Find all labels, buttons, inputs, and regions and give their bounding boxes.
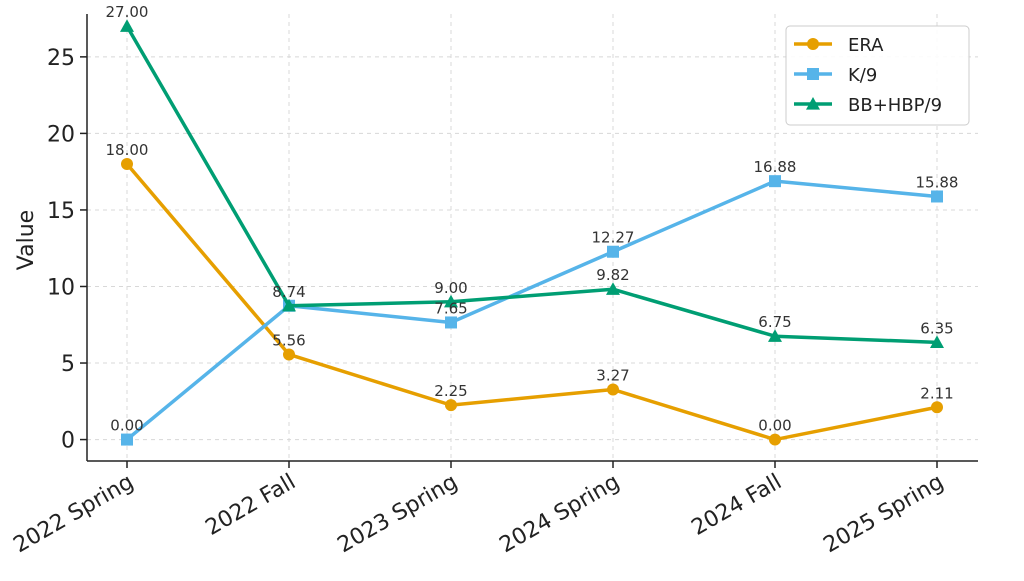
x-tick-label: 2022 Fall: [201, 470, 300, 541]
data-label: 0.00: [758, 417, 791, 435]
data-labels-layer: 18.00 5.56 2.25 3.27 0.00 2.11 0.00 8.74 7.65 12.…: [106, 3, 959, 434]
data-label: 6.75: [758, 313, 791, 331]
data-point: [931, 401, 943, 414]
data-point: [283, 348, 295, 361]
data-point: [931, 190, 943, 203]
y-tick-label: 20: [47, 122, 75, 147]
data-point: [607, 245, 619, 258]
legend: ERA K/9 BB+HBP/9: [785, 25, 970, 126]
y-tick-label: 25: [47, 46, 75, 71]
legend-entry: ERA: [848, 35, 884, 56]
legend-entry: BB+HBP/9: [848, 95, 942, 116]
data-point: [769, 175, 781, 188]
y-tick-label: 0: [61, 429, 75, 454]
data-point: [445, 316, 457, 329]
x-tick-label: 2022 Spring: [9, 470, 138, 559]
data-point: [121, 158, 133, 171]
y-tick-label: 15: [47, 199, 75, 224]
data-label: 2.25: [434, 382, 467, 400]
data-label: 27.00: [106, 3, 149, 21]
y-axis-label: Value: [14, 210, 39, 270]
legend-box: [785, 25, 970, 126]
data-label: 15.88: [916, 173, 959, 191]
legend-swatch-marker: [806, 97, 820, 110]
data-point: [282, 298, 296, 312]
data-point: [930, 335, 944, 348]
data-label: 16.88: [754, 158, 797, 176]
legend-entry: K/9: [848, 65, 877, 86]
axes-layer: [86, 14, 978, 462]
x-tick-label: 2024 Fall: [687, 470, 786, 541]
data-point: [606, 282, 620, 295]
y-tick-label: 5: [61, 352, 75, 377]
legend-swatch-marker: [807, 68, 819, 80]
series-layer: [120, 19, 944, 446]
data-label: 3.27: [596, 367, 629, 385]
x-tick-label: 2024 Spring: [495, 470, 624, 559]
data-label: 18.00: [106, 141, 149, 159]
x-tick-label: 2023 Spring: [333, 470, 462, 559]
series-line-1: [125, 179, 938, 441]
data-label: 6.35: [920, 319, 953, 337]
data-point: [607, 383, 619, 396]
legend-swatch-marker: [807, 38, 819, 50]
data-point: [120, 19, 134, 32]
data-label: 0.00: [110, 417, 143, 435]
data-point: [121, 433, 133, 446]
series-line-0: [125, 162, 938, 442]
data-point: [769, 433, 781, 446]
data-label: 12.27: [592, 229, 635, 247]
data-label: 9.82: [596, 266, 629, 284]
data-label: 2.11: [920, 384, 953, 402]
data-point: [768, 329, 782, 342]
data-label: 5.56: [272, 331, 305, 349]
series-line-2: [125, 25, 938, 345]
data-label: 9.00: [434, 279, 467, 297]
data-point: [445, 399, 457, 412]
data-point: [444, 294, 458, 308]
y-tick-label: 10: [47, 275, 75, 300]
x-tick-label: 2025 Spring: [819, 470, 948, 559]
data-label: 7.65: [434, 299, 467, 317]
data-label: 8.74: [272, 283, 305, 301]
